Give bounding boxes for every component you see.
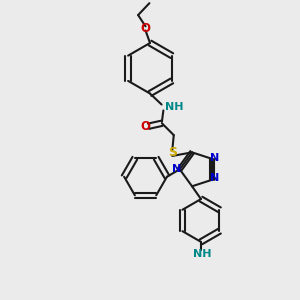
Text: N: N [210,153,220,163]
Text: S: S [168,146,177,160]
Text: O: O [140,22,151,34]
Text: O: O [140,120,150,133]
Text: NH: NH [165,103,183,112]
Text: N: N [172,164,181,174]
Text: N: N [210,173,220,183]
Text: NH: NH [193,249,212,259]
